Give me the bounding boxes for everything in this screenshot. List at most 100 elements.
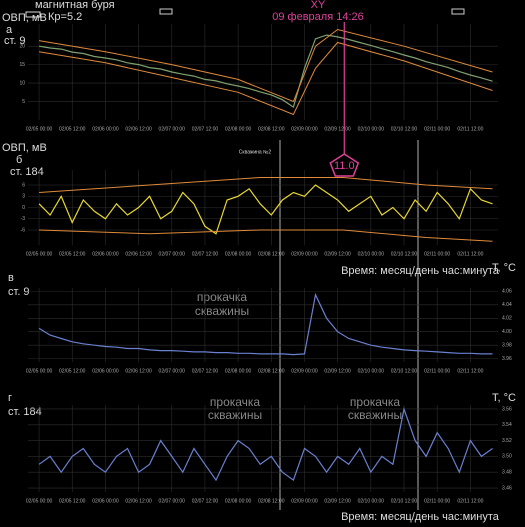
x-tick-label: 02/10 12:00	[391, 251, 418, 257]
y-tick-label: 6	[22, 182, 25, 188]
panel-label: б	[16, 154, 22, 166]
series-line	[39, 229, 493, 242]
annotation: скважины	[195, 304, 249, 318]
x-tick-label: 02/06 00:00	[92, 126, 119, 132]
x-tick-label: 02/08 12:00	[258, 498, 285, 504]
x-tick-label: 02/07 12:00	[192, 368, 219, 374]
x-tick-label: 02/11 12:00	[457, 368, 483, 374]
kp-label: Кр=5.2	[48, 11, 82, 23]
x-tick-label: 02/05 00:00	[26, 498, 53, 504]
y-label: ОВП, мВ	[2, 142, 47, 154]
storm-box	[159, 8, 173, 15]
x-tick-label: 02/11 12:00	[457, 251, 483, 257]
x-tick-label: 02/05 00:00	[26, 251, 53, 257]
callout-marker	[329, 153, 360, 177]
x-tick-label: 02/08 12:00	[258, 251, 285, 257]
y-label: T, °C	[492, 392, 516, 404]
y-tick-label: 3.52	[502, 438, 512, 444]
x-tick-label: 02/09 00:00	[291, 368, 318, 374]
x-tick-label: 02/06 00:00	[92, 368, 119, 374]
x-axis-label: Время: месяц/день час:минута	[341, 511, 500, 523]
x-tick-label: 02/06 12:00	[125, 126, 152, 132]
x-tick-label: 02/05 00:00	[26, 368, 53, 374]
y-tick-label: 3	[22, 194, 25, 200]
callout-label: 11.0	[334, 160, 355, 172]
panel-label: а	[6, 24, 13, 36]
x-tick-label: 02/09 00:00	[291, 126, 318, 132]
series-line	[39, 41, 493, 116]
annotation: прокачка	[210, 395, 261, 409]
y-tick-label: 15	[19, 62, 25, 68]
x-tick-label: 02/07 00:00	[159, 498, 186, 504]
y-tick-label: 3.48	[502, 470, 512, 476]
x-tick-label: 02/10 12:00	[391, 368, 418, 374]
x-tick-label: 02/06 12:00	[125, 251, 152, 257]
y-label: ОВП, мВ	[2, 12, 47, 24]
y-tick-label: 3.98	[502, 343, 512, 349]
x-tick-label: 02/05 00:00	[26, 126, 53, 132]
x-tick-label: 02/07 00:00	[159, 368, 186, 374]
panel-label: г	[8, 392, 12, 404]
y-tick-label: 4.02	[502, 316, 512, 322]
storm-label: магнитная буря	[35, 0, 115, 11]
y-tick-label: 3.96	[502, 356, 512, 362]
x-tick-label: 02/10 00:00	[358, 251, 385, 257]
series-line	[39, 34, 493, 109]
event-label: XY	[311, 0, 326, 11]
y-tick-label: 10	[19, 80, 25, 86]
series-line	[38, 292, 493, 356]
x-axis-label: Время: месяц/день час:минута	[341, 265, 500, 277]
storm-box	[25, 11, 41, 18]
x-tick-label: 02/11 00:00	[424, 251, 450, 257]
x-tick-label: 02/10 12:00	[391, 498, 418, 504]
station-label: ст. 9	[8, 286, 30, 298]
y-tick-label: 3.56	[502, 406, 512, 412]
station-label: ст. 9	[4, 35, 26, 47]
x-tick-label: 02/05 12:00	[59, 251, 86, 257]
y-tick-label: 0	[22, 205, 25, 211]
y-tick-label: 4.06	[502, 289, 512, 295]
y-label: T, °C	[492, 262, 516, 274]
x-tick-label: 02/09 12:00	[324, 498, 351, 504]
y-tick-label: 4.00	[502, 329, 512, 335]
x-tick-label: 02/10 00:00	[358, 126, 385, 132]
x-tick-label: 02/08 12:00	[258, 126, 285, 132]
annotation: скважины	[208, 408, 262, 422]
series-line	[39, 177, 493, 193]
annotation: прокачка	[197, 290, 248, 304]
x-tick-label: 02/09 12:00	[324, 251, 351, 257]
series-line	[38, 184, 493, 235]
x-tick-label: 02/07 12:00	[192, 498, 219, 504]
y-tick-label: 5	[22, 99, 25, 105]
x-tick-label: 02/09 00:00	[291, 498, 318, 504]
x-tick-label: 02/05 12:00	[59, 498, 86, 504]
x-tick-label: 02/11 00:00	[424, 498, 450, 504]
y-tick-label: 3.54	[502, 422, 512, 428]
x-tick-label: 02/11 12:00	[457, 126, 483, 132]
station-label: ст. 184	[8, 406, 42, 418]
series-line	[39, 28, 493, 103]
x-tick-label: 02/08 00:00	[225, 368, 252, 374]
y-tick-label: 20	[19, 43, 25, 49]
x-tick-label: 02/06 12:00	[125, 498, 152, 504]
x-tick-label: 02/08 12:00	[258, 368, 285, 374]
x-tick-label: 02/11 00:00	[424, 368, 450, 374]
y-tick-label: -3	[21, 216, 26, 222]
x-tick-label: 02/06 00:00	[92, 498, 119, 504]
x-tick-label: 02/06 12:00	[125, 368, 152, 374]
x-tick-label: 02/11 12:00	[457, 498, 483, 504]
x-tick-label: 02/05 12:00	[59, 126, 86, 132]
x-tick-label: 02/09 00:00	[291, 251, 318, 257]
y-tick-label: -6	[21, 227, 26, 233]
x-tick-label: 02/10 00:00	[358, 498, 385, 504]
y-tick-label: 3.50	[502, 454, 512, 460]
x-tick-label: 02/07 12:00	[192, 251, 219, 257]
storm-box	[451, 8, 465, 15]
x-tick-label: 02/10 00:00	[358, 368, 385, 374]
x-tick-label: 02/07 00:00	[159, 126, 186, 132]
x-tick-label: 02/07 12:00	[192, 126, 219, 132]
annotation: скважины	[348, 408, 402, 422]
station-label: ст. 184	[10, 166, 44, 178]
x-tick-label: 02/05 12:00	[59, 368, 86, 374]
